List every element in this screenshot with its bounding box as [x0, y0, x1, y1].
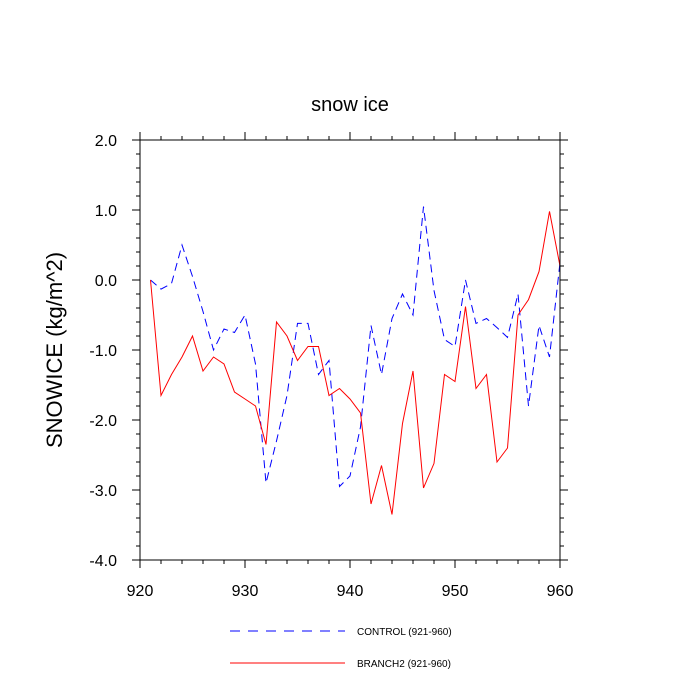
- y-tick-label: 1.0: [95, 203, 117, 220]
- y-tick-label: 2.0: [95, 133, 117, 150]
- y-axis-label: SNOWICE (kg/m^2): [42, 252, 67, 448]
- series-line-branch2: [150, 211, 561, 515]
- y-tick-label: -4.0: [89, 553, 117, 570]
- y-tick-label: -3.0: [89, 483, 117, 500]
- x-tick-label: 920: [127, 583, 154, 600]
- y-tick-label: 0.0: [95, 273, 117, 290]
- x-tick-label: 940: [337, 583, 364, 600]
- plot-area: [150, 206, 561, 515]
- legend: CONTROL (921-960) BRANCH2 (921-960): [230, 627, 452, 670]
- x-tick-label: 930: [232, 583, 259, 600]
- series-line-control: [150, 206, 561, 488]
- axis-ticks: 920 930 940 950 960 -4.0 -3.0 -2.0 -1.0 0.0 1.0 2.0: [89, 132, 573, 600]
- y-tick-label: -1.0: [89, 343, 117, 360]
- x-tick-label: 950: [442, 583, 469, 600]
- y-tick-label: -2.0: [89, 413, 117, 430]
- legend-label-branch2: BRANCH2 (921-960): [357, 659, 451, 670]
- x-tick-label: 960: [547, 583, 574, 600]
- chart-title: snow ice: [311, 94, 389, 116]
- legend-label-control: CONTROL (921-960): [357, 627, 452, 638]
